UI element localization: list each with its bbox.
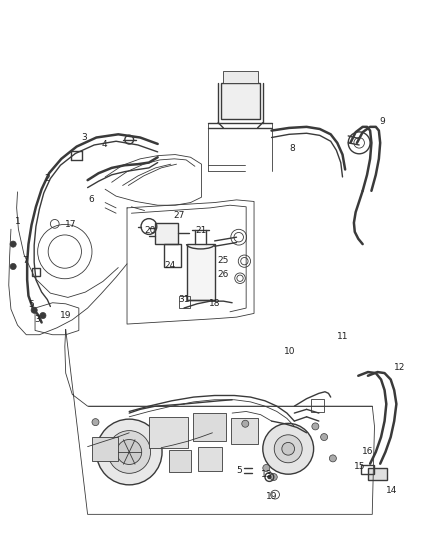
Text: 18: 18 xyxy=(209,300,220,308)
Text: 14: 14 xyxy=(386,486,398,495)
Text: 31: 31 xyxy=(178,295,190,304)
Bar xyxy=(193,413,226,441)
Text: 21: 21 xyxy=(196,226,207,235)
Text: 13: 13 xyxy=(261,470,272,479)
Circle shape xyxy=(263,423,314,474)
Circle shape xyxy=(329,455,336,462)
Bar xyxy=(155,223,178,244)
Text: 25: 25 xyxy=(218,256,229,264)
Text: 19: 19 xyxy=(266,492,277,501)
Text: 1: 1 xyxy=(14,217,21,225)
Text: 12: 12 xyxy=(394,364,405,372)
Circle shape xyxy=(267,475,272,479)
Text: 7: 7 xyxy=(22,256,28,264)
Circle shape xyxy=(92,418,99,426)
Text: 10: 10 xyxy=(284,348,296,356)
Bar xyxy=(32,268,40,276)
Circle shape xyxy=(312,423,319,430)
Text: 5: 5 xyxy=(236,466,242,474)
Text: 17: 17 xyxy=(65,221,77,229)
Bar xyxy=(169,450,191,472)
Text: 27: 27 xyxy=(173,212,184,220)
Bar xyxy=(231,418,258,444)
Circle shape xyxy=(270,473,277,481)
Circle shape xyxy=(96,419,162,485)
Circle shape xyxy=(274,435,302,463)
Circle shape xyxy=(10,263,16,270)
Text: 26: 26 xyxy=(218,270,229,279)
Text: 6: 6 xyxy=(88,196,94,204)
Bar xyxy=(311,399,324,412)
Text: 3: 3 xyxy=(81,133,88,142)
Text: 15: 15 xyxy=(354,462,366,471)
Text: 24: 24 xyxy=(164,261,176,270)
Circle shape xyxy=(10,241,16,247)
Circle shape xyxy=(108,431,151,473)
Circle shape xyxy=(31,307,37,313)
Text: 11: 11 xyxy=(337,333,348,341)
Circle shape xyxy=(40,312,46,319)
Bar xyxy=(149,417,188,448)
Text: 16: 16 xyxy=(362,448,374,456)
Text: 3: 3 xyxy=(34,316,40,324)
Bar xyxy=(221,83,260,119)
Circle shape xyxy=(263,464,270,472)
Text: 5: 5 xyxy=(28,301,35,309)
Text: 8: 8 xyxy=(290,144,296,152)
Bar xyxy=(198,447,222,471)
Text: 2: 2 xyxy=(45,174,50,183)
Circle shape xyxy=(242,420,249,427)
Bar xyxy=(92,437,118,461)
Circle shape xyxy=(117,440,141,464)
Bar xyxy=(187,244,215,300)
Bar xyxy=(179,296,190,308)
Circle shape xyxy=(321,433,328,441)
Circle shape xyxy=(282,442,294,455)
Bar xyxy=(361,465,374,474)
Text: 9: 9 xyxy=(379,117,385,126)
Bar xyxy=(223,71,258,83)
Text: 4: 4 xyxy=(102,141,107,149)
Text: 19: 19 xyxy=(60,311,71,320)
Bar xyxy=(164,244,181,266)
Text: 20: 20 xyxy=(144,226,155,235)
Bar xyxy=(368,468,387,480)
